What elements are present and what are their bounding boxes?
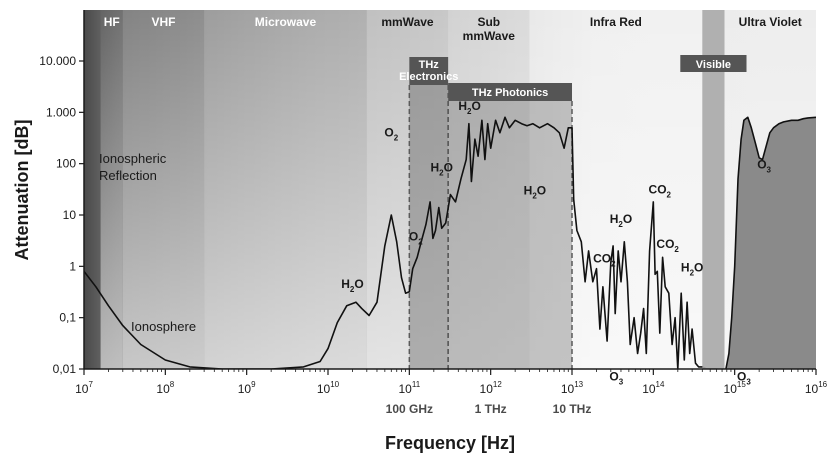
y-tick-label-6: 0,01	[53, 362, 77, 376]
annotation-4: H2O	[458, 99, 480, 116]
y-tick-label-0: 10.000	[39, 54, 76, 68]
x-tick-label-9: 1016	[805, 380, 827, 396]
window-header-0	[409, 57, 449, 85]
y-axis-title: Attenuation [dB]	[12, 120, 32, 261]
annotation-12: O3	[737, 369, 751, 386]
visible-band-rect	[702, 10, 725, 369]
window-header-1	[448, 83, 572, 101]
x-tick-label-8: 1015	[724, 380, 747, 396]
y-tick-label-5: 0,1	[59, 311, 76, 325]
annotation-8: CO2	[649, 183, 672, 200]
visible-band-tag	[680, 55, 747, 72]
visible-band-label: Visible	[696, 59, 731, 71]
band-fade-1	[122, 10, 205, 369]
freq-marker-0: 100 GHz	[386, 402, 433, 416]
freq-marker-2: 10 THz	[553, 402, 592, 416]
x-tick-label-2: 109	[238, 380, 256, 396]
x-tick-label-4: 1011	[398, 380, 420, 396]
annotation-13: O3	[757, 158, 771, 175]
annotation-2: O2	[409, 229, 423, 246]
y-tick-label-2: 100	[56, 157, 76, 171]
window-labels: THz Electronics THz Photonics	[399, 57, 572, 101]
band-fade-2	[204, 10, 367, 369]
x-tick-label-3: 1010	[317, 380, 340, 396]
x-tick-label-7: 1014	[642, 380, 665, 396]
band-label-0: HF	[104, 15, 120, 29]
band-label-2: Microwave	[255, 15, 317, 29]
band-fade-0	[100, 10, 123, 369]
window-label-0: THz Electronics	[399, 59, 458, 83]
region-label-0: Ionospheric Reflection	[99, 151, 167, 183]
annotation-9: CO2	[656, 237, 679, 254]
annotation-11: O3	[609, 369, 623, 386]
uv-fill	[725, 117, 816, 369]
band-label-5: Infra Red	[590, 15, 642, 29]
attenuation-curve	[84, 116, 816, 369]
region-label-1: Ionosphere	[131, 319, 196, 334]
band-label-1: VHF	[151, 15, 175, 29]
y-tick-label-3: 10	[63, 208, 77, 222]
x-axis-title: Frequency [Hz]	[385, 433, 515, 453]
band-fade-4	[448, 10, 530, 369]
window-label-1: THz Photonics	[472, 87, 548, 99]
x-tick-label-6: 1013	[561, 380, 584, 396]
tick-labels: 107 108 109 1010 1011 1012 1013 1014 1015 1016 10.…	[39, 54, 827, 396]
band-label-4: Sub mmWave	[463, 15, 516, 43]
annotation-3: H2O	[430, 161, 452, 178]
band-label-6: Ultra Violet	[739, 15, 802, 29]
annotation-5: H2O	[524, 184, 546, 201]
annotation-0: H2O	[341, 277, 363, 294]
x-tick-label-1: 108	[156, 380, 174, 396]
visible-band: Visible	[680, 10, 747, 369]
region-labels: Ionospheric Reflection Ionosphere	[99, 151, 196, 334]
y-tick-label-1: 1.000	[46, 105, 76, 119]
x-tick-label-0: 107	[75, 380, 93, 396]
x-tick-label-5: 1012	[480, 380, 503, 396]
y-tick-label-4: 1	[69, 259, 76, 273]
annotation-1: O2	[384, 125, 398, 142]
band-labels: HF VHF Microwave mmWave Sub mmWave Infra Red Ul…	[104, 15, 802, 43]
annotation-10: H2O	[681, 260, 703, 277]
freq-marker-1: 1 THz	[475, 402, 507, 416]
frequency-markers: 100 GHz 1 THz 10 THz	[386, 402, 592, 416]
attenuation-line	[84, 116, 816, 369]
window-shade-1	[448, 101, 572, 369]
annotation-7: CO2	[593, 251, 616, 268]
band-label-3: mmWave	[381, 15, 434, 29]
axes	[79, 10, 817, 375]
annotation-6: H2O	[610, 212, 632, 229]
